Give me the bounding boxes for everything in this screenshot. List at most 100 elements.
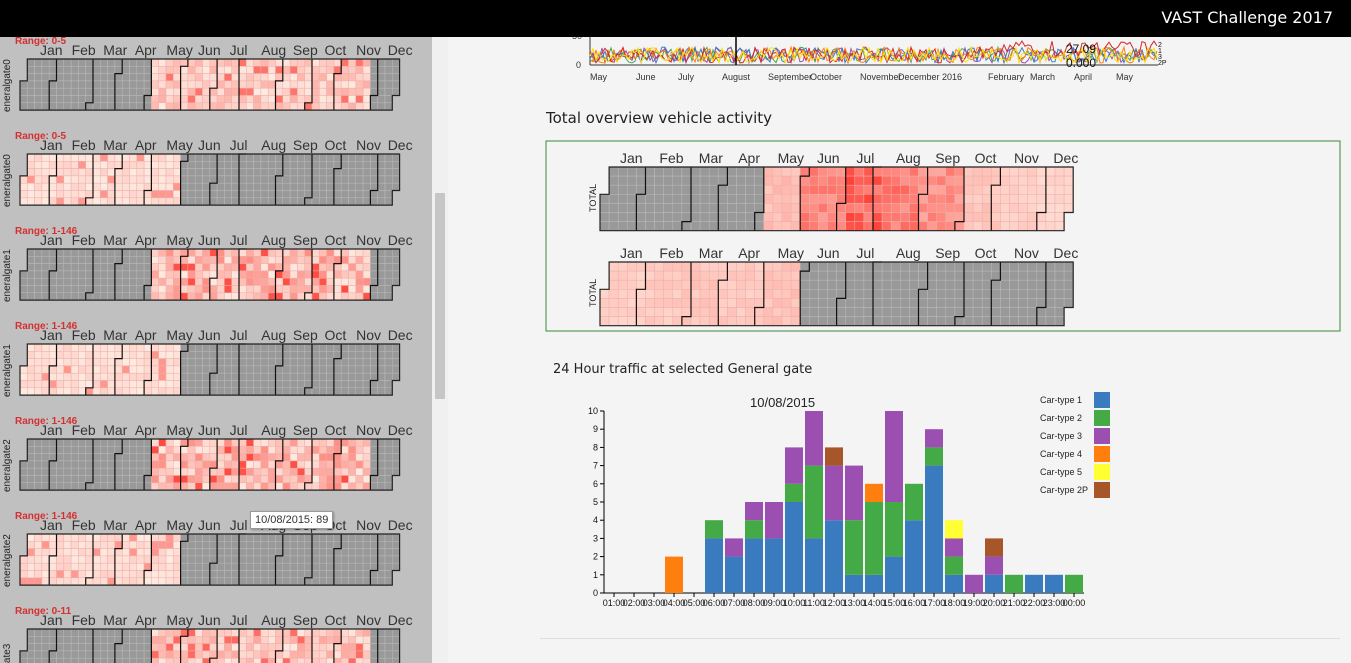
gate-day-cell[interactable] <box>311 438 320 447</box>
gate-day-cell[interactable] <box>238 365 247 374</box>
gate-day-cell[interactable] <box>92 460 101 469</box>
overview-day-cell[interactable] <box>772 194 783 204</box>
overview-day-cell[interactable] <box>1009 279 1019 290</box>
gate-day-cell[interactable] <box>34 577 43 586</box>
overview-day-cell[interactable] <box>608 316 619 326</box>
chart-bar-segment[interactable] <box>1065 574 1083 593</box>
gate-day-cell[interactable] <box>362 380 371 389</box>
overview-day-cell[interactable] <box>608 194 619 204</box>
gate-day-cell[interactable] <box>392 87 400 96</box>
gate-day-cell[interactable] <box>333 380 342 389</box>
gate-day-cell[interactable] <box>100 263 108 272</box>
gate-day-cell[interactable] <box>355 570 364 579</box>
gate-day-cell[interactable] <box>180 95 189 104</box>
gate-day-cell[interactable] <box>333 643 342 652</box>
gate-day-cell[interactable] <box>70 248 79 257</box>
gate-day-cell[interactable] <box>370 657 378 663</box>
gate-day-cell[interactable] <box>187 636 196 644</box>
gate-day-cell[interactable] <box>151 168 159 177</box>
overview-day-cell[interactable] <box>918 175 928 186</box>
gate-day-cell[interactable] <box>326 475 335 484</box>
gate-day-cell[interactable] <box>158 453 167 462</box>
gate-day-cell[interactable] <box>202 636 211 644</box>
gate-day-cell[interactable] <box>194 73 203 82</box>
gate-day-cell[interactable] <box>311 285 320 294</box>
gate-day-cell[interactable] <box>304 628 313 637</box>
gate-day-cell[interactable] <box>319 562 327 571</box>
gate-day-cell[interactable] <box>173 182 181 191</box>
overview-day-cell[interactable] <box>627 212 637 222</box>
gate-day-cell[interactable] <box>311 482 320 491</box>
gate-day-cell[interactable] <box>129 277 138 286</box>
overview-day-cell[interactable] <box>909 221 919 231</box>
gate-day-cell[interactable] <box>260 636 269 644</box>
gate-day-cell[interactable] <box>165 438 174 447</box>
gate-day-cell[interactable] <box>41 153 50 162</box>
gate-day-cell[interactable] <box>92 102 101 111</box>
gate-day-cell[interactable] <box>253 438 262 447</box>
gate-day-cell[interactable] <box>224 482 232 491</box>
gate-day-cell[interactable] <box>267 182 276 191</box>
gate-day-cell[interactable] <box>362 95 371 104</box>
gate-day-cell[interactable] <box>85 197 94 206</box>
gate-day-cell[interactable] <box>304 387 313 396</box>
gate-day-cell[interactable] <box>289 80 298 89</box>
gate-day-cell[interactable] <box>114 548 123 557</box>
gate-day-cell[interactable] <box>311 256 320 264</box>
gate-day-cell[interactable] <box>275 650 284 659</box>
gate-day-cell[interactable] <box>253 182 262 191</box>
gate-day-cell[interactable] <box>19 175 28 184</box>
gate-day-cell[interactable] <box>194 533 203 542</box>
chart-bar-segment[interactable] <box>785 502 803 593</box>
gate-day-cell[interactable] <box>121 270 130 279</box>
gate-day-cell[interactable] <box>173 285 181 294</box>
gate-day-cell[interactable] <box>370 650 378 659</box>
overview-day-cell[interactable] <box>681 279 692 290</box>
gate-day-cell[interactable] <box>63 95 72 104</box>
gate-day-cell[interactable] <box>392 562 400 571</box>
overview-day-cell[interactable] <box>954 221 965 231</box>
gate-day-cell[interactable] <box>333 358 342 367</box>
overview-day-cell[interactable] <box>799 212 810 222</box>
gate-day-cell[interactable] <box>333 343 342 352</box>
gate-day-cell[interactable] <box>246 380 254 389</box>
gate-day-cell[interactable] <box>194 351 203 359</box>
gate-day-cell[interactable] <box>267 577 276 586</box>
gate-day-cell[interactable] <box>260 387 269 396</box>
overview-day-cell[interactable] <box>1054 175 1065 186</box>
overview-day-cell[interactable] <box>772 184 783 195</box>
gate-day-cell[interactable] <box>202 80 211 89</box>
gate-day-cell[interactable] <box>267 87 276 96</box>
overview-day-cell[interactable] <box>918 212 928 222</box>
overview-day-cell[interactable] <box>1054 307 1065 317</box>
gate-day-cell[interactable] <box>180 102 189 111</box>
overview-day-cell[interactable] <box>645 279 655 290</box>
gate-day-cell[interactable] <box>129 475 138 484</box>
gate-day-cell[interactable] <box>114 380 123 389</box>
chart-bar-segment[interactable] <box>925 465 943 593</box>
overview-day-cell[interactable] <box>654 221 664 231</box>
gate-day-cell[interactable] <box>238 292 247 301</box>
overview-day-cell[interactable] <box>945 203 956 213</box>
gate-day-cell[interactable] <box>48 533 57 542</box>
gate-day-cell[interactable] <box>282 657 291 663</box>
gate-day-cell[interactable] <box>304 87 313 96</box>
gate-day-cell[interactable] <box>355 460 364 469</box>
gate-day-cell[interactable] <box>231 292 240 301</box>
gate-day-cell[interactable] <box>289 387 298 396</box>
gate-day-cell[interactable] <box>260 95 269 104</box>
gate-day-cell[interactable] <box>267 657 276 663</box>
gate-day-cell[interactable] <box>377 475 386 484</box>
gate-day-cell[interactable] <box>143 358 152 367</box>
gate-day-cell[interactable] <box>289 562 298 571</box>
gate-day-cell[interactable] <box>319 475 327 484</box>
gate-day-cell[interactable] <box>19 102 28 111</box>
gate-day-cell[interactable] <box>202 365 211 374</box>
gate-day-cell[interactable] <box>187 657 196 663</box>
gate-day-cell[interactable] <box>70 102 79 111</box>
overview-day-cell[interactable] <box>627 221 637 231</box>
overview-day-cell[interactable] <box>636 175 646 186</box>
gate-day-cell[interactable] <box>377 285 386 294</box>
gate-day-cell[interactable] <box>48 256 57 264</box>
gate-day-cell[interactable] <box>165 570 174 579</box>
